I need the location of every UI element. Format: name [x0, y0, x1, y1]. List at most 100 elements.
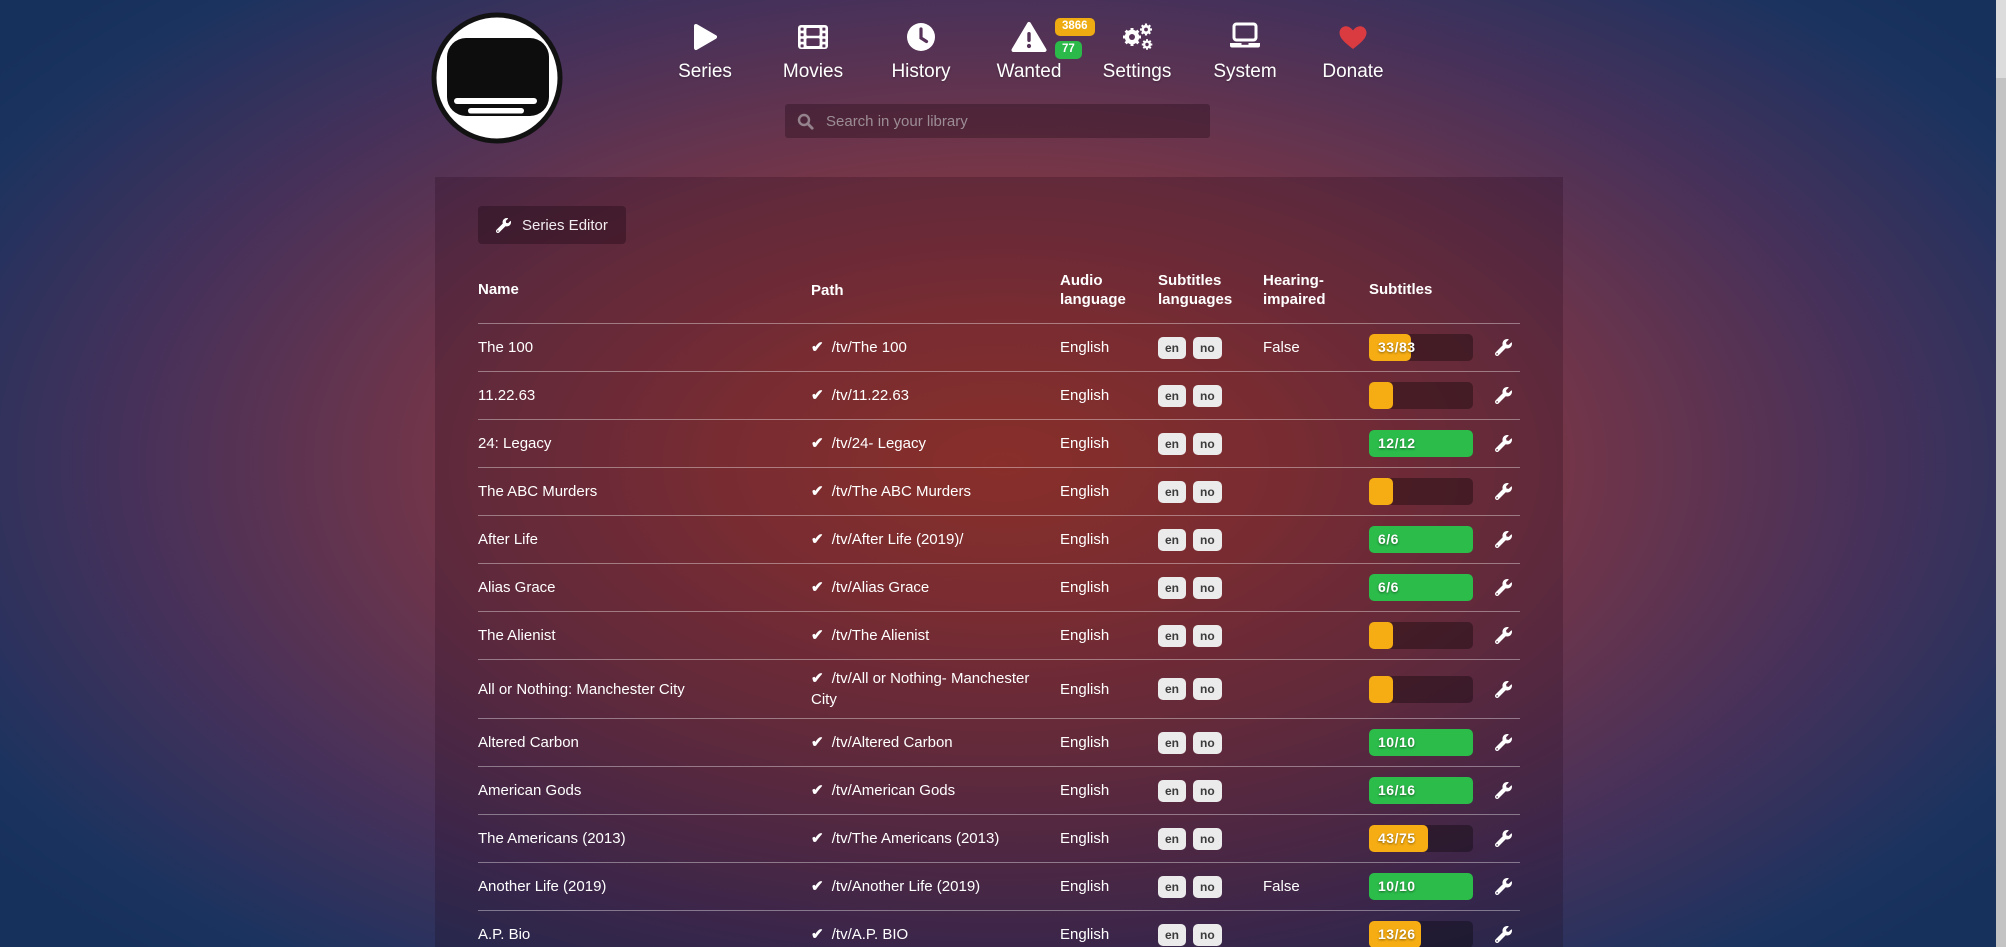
- nav-item-series[interactable]: Series: [651, 16, 759, 83]
- series-name[interactable]: A.P. Bio: [478, 926, 531, 943]
- series-name[interactable]: 11.22.63: [478, 387, 536, 404]
- scrollbar-thumb[interactable]: [1996, 0, 2006, 78]
- path-text: /tv/Alias Grace: [831, 579, 930, 596]
- table-row: 24: Legacy ✔ /tv/24- Legacy English en no 12/…: [478, 420, 1520, 468]
- subtitles-progress-bar: 12/12: [1369, 430, 1473, 457]
- series-name[interactable]: American Gods: [478, 782, 582, 799]
- nav-item-wanted[interactable]: 3866 77 Wanted: [975, 16, 1095, 83]
- top-navigation: Series Movies: [651, 16, 1407, 83]
- nav-item-donate[interactable]: Donate: [1299, 16, 1407, 83]
- wrench-icon[interactable]: [1495, 339, 1512, 356]
- language-badge: en: [1158, 384, 1187, 407]
- subtitles-languages-value: en no: [1151, 528, 1263, 551]
- series-name[interactable]: The ABC Murders: [478, 483, 598, 500]
- check-icon: ✔: [811, 627, 824, 644]
- wrench-icon[interactable]: [1495, 483, 1512, 500]
- row-actions: [1495, 878, 1520, 895]
- series-path: ✔ /tv/The Americans (2013): [811, 820, 1060, 857]
- wrench-icon[interactable]: [1495, 734, 1512, 751]
- path-text: /tv/After Life (2019)/: [831, 531, 964, 548]
- subtitles-progress-bar: 16/16: [1369, 777, 1473, 804]
- wrench-icon[interactable]: [1495, 878, 1512, 895]
- series-editor-button[interactable]: Series Editor: [478, 206, 626, 244]
- nav-label: System: [1213, 61, 1277, 82]
- language-badge: no: [1193, 432, 1222, 455]
- table-row: American Gods ✔ /tv/American Gods English e…: [478, 767, 1520, 815]
- check-icon: ✔: [811, 670, 824, 687]
- search-input[interactable]: [824, 111, 1198, 131]
- wrench-icon[interactable]: [1495, 926, 1512, 943]
- audio-language-value: English: [1060, 627, 1110, 644]
- subtitles-count: 6/6: [1378, 531, 1399, 547]
- subtitles-progress-cell: [1369, 675, 1495, 703]
- language-badge: en: [1158, 678, 1187, 700]
- language-badge: no: [1193, 624, 1222, 647]
- subtitles-count: 16/16: [1378, 782, 1416, 798]
- language-badge: no: [1193, 827, 1222, 850]
- language-badge: en: [1158, 528, 1187, 551]
- language-badge: no: [1193, 779, 1222, 802]
- progress-fill: [1369, 574, 1473, 601]
- series-name[interactable]: 24: Legacy: [478, 435, 552, 452]
- nav-label: History: [891, 61, 951, 82]
- table-header: Name Path Audio language Subtitles langu…: [478, 258, 1520, 324]
- subtitles-progress-bar: 13/26: [1369, 921, 1473, 947]
- series-panel: Series Editor Name Path Audio language S…: [435, 177, 1563, 947]
- check-icon: ✔: [811, 926, 824, 943]
- subtitles-progress-cell: 10/10: [1369, 729, 1495, 756]
- series-path: ✔ /tv/Alias Grace: [811, 569, 1060, 606]
- wrench-icon[interactable]: [1495, 782, 1512, 799]
- column-header-path: Path: [811, 282, 844, 299]
- series-name[interactable]: Another Life (2019): [478, 878, 607, 895]
- nav-item-system[interactable]: System: [1191, 16, 1299, 83]
- nav-label: Movies: [782, 61, 844, 82]
- progress-fill: [1369, 478, 1393, 505]
- language-badge: en: [1158, 875, 1187, 898]
- table-row: The 100 ✔ /tv/The 100 English en no False 33/8…: [478, 324, 1520, 372]
- series-name[interactable]: Altered Carbon: [478, 734, 579, 751]
- subtitles-progress-bar: [1369, 675, 1473, 703]
- wrench-icon[interactable]: [1495, 579, 1512, 596]
- audio-language-value: English: [1060, 531, 1110, 548]
- nav-item-history[interactable]: History: [867, 16, 975, 83]
- series-name[interactable]: The 100: [478, 339, 534, 356]
- subtitles-progress-cell: 10/10: [1369, 873, 1495, 900]
- series-path: ✔ /tv/The ABC Murders: [811, 473, 1060, 510]
- nav-item-settings[interactable]: Settings: [1083, 16, 1191, 83]
- check-icon: ✔: [811, 483, 824, 500]
- check-icon: ✔: [811, 734, 824, 751]
- subtitles-languages-value: en no: [1151, 336, 1263, 359]
- series-editor-label: Series Editor: [522, 216, 608, 234]
- subtitles-progress-cell: 6/6: [1369, 574, 1495, 601]
- nav-label: Settings: [1102, 61, 1172, 82]
- app-logo-tv-subtitles-icon[interactable]: [430, 11, 564, 145]
- hearing-impaired-value: False: [1263, 878, 1300, 895]
- subtitles-languages-value: en no: [1151, 480, 1263, 503]
- table-row: 11.22.63 ✔ /tv/11.22.63 English en no: [478, 372, 1520, 420]
- table-row: The Alienist ✔ /tv/The Alienist English en n…: [478, 612, 1520, 660]
- series-name[interactable]: The Americans (2013): [478, 830, 626, 847]
- wrench-icon[interactable]: [1495, 387, 1512, 404]
- series-name[interactable]: All or Nothing: Manchester City: [478, 680, 685, 698]
- subtitles-progress-cell: 33/83: [1369, 334, 1495, 361]
- language-badge: no: [1193, 731, 1222, 754]
- language-badge: en: [1158, 827, 1187, 850]
- wrench-icon[interactable]: [1495, 435, 1512, 452]
- wrench-icon[interactable]: [1495, 830, 1512, 847]
- language-badge: no: [1193, 480, 1222, 503]
- series-name[interactable]: After Life: [478, 531, 539, 548]
- series-name[interactable]: The Alienist: [478, 627, 556, 644]
- wrench-icon[interactable]: [1495, 680, 1512, 698]
- language-badge: en: [1158, 624, 1187, 647]
- subtitles-progress-bar: [1369, 382, 1473, 409]
- page-scrollbar[interactable]: [1996, 0, 2006, 947]
- wrench-icon[interactable]: [1495, 531, 1512, 548]
- hearing-impaired-value: False: [1263, 339, 1300, 356]
- series-name[interactable]: Alias Grace: [478, 579, 556, 596]
- subtitles-count: 6/6: [1378, 579, 1399, 595]
- series-path: ✔ /tv/Another Life (2019): [811, 868, 1060, 905]
- wrench-icon[interactable]: [1495, 627, 1512, 644]
- nav-item-movies[interactable]: Movies: [759, 16, 867, 83]
- subtitles-progress-cell: 12/12: [1369, 430, 1495, 457]
- language-badge: en: [1158, 731, 1187, 754]
